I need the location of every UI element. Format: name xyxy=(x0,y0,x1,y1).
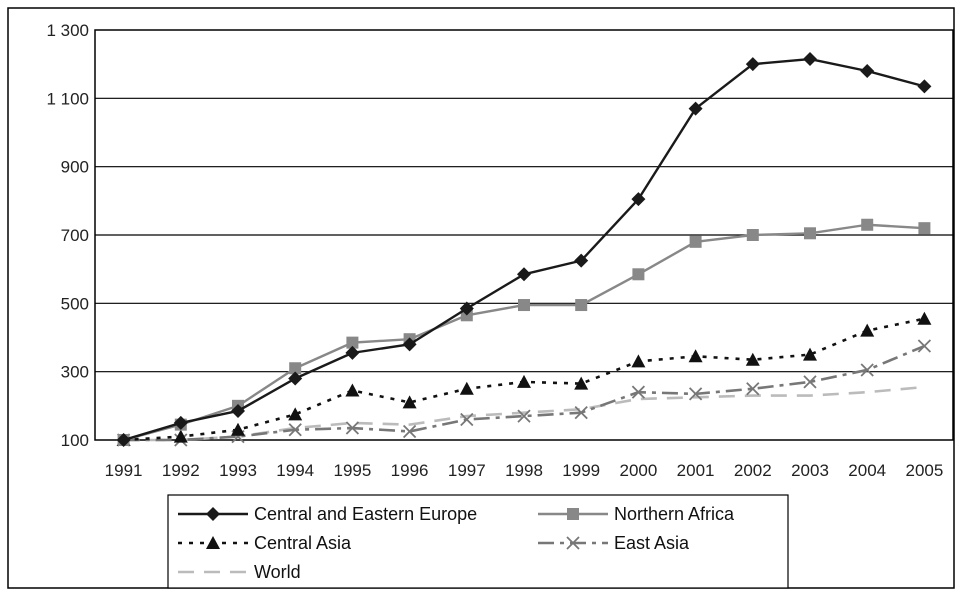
data-point xyxy=(803,375,817,389)
x-tick-label: 2002 xyxy=(734,461,772,480)
series-lines xyxy=(116,52,932,447)
data-point xyxy=(860,64,875,78)
y-tick-label: 700 xyxy=(61,226,89,245)
series-central-and-eastern-europe xyxy=(116,52,932,447)
data-point xyxy=(288,423,302,437)
x-axis-ticks: 1991 1992 1993 1994 1995 1996 1997 1998 1999 2000… xyxy=(105,461,944,480)
x-tick-label: 2005 xyxy=(905,461,943,480)
legend-label: Central Asia xyxy=(254,533,352,553)
data-point xyxy=(345,421,360,435)
legend-marker xyxy=(567,508,579,520)
legend-marker xyxy=(206,507,220,521)
legend-entry: Central Asia xyxy=(178,533,352,553)
legend-entry: East Asia xyxy=(538,533,690,553)
data-point xyxy=(745,352,760,366)
data-point xyxy=(574,376,589,390)
data-point xyxy=(517,267,531,282)
data-point xyxy=(402,395,417,409)
x-tick-label: 2001 xyxy=(677,461,715,480)
data-point xyxy=(746,229,759,241)
data-point xyxy=(116,433,131,447)
data-point xyxy=(288,407,303,421)
data-point xyxy=(803,347,817,361)
data-point xyxy=(574,253,589,268)
legend-entry: Northern Africa xyxy=(538,504,735,524)
data-point xyxy=(631,192,646,207)
data-point xyxy=(345,383,360,397)
data-point xyxy=(289,362,302,375)
data-point xyxy=(459,381,474,395)
data-point xyxy=(860,363,874,377)
data-point xyxy=(575,299,588,312)
legend-label: Central and Eastern Europe xyxy=(254,504,477,524)
data-point xyxy=(346,336,359,349)
x-tick-label: 1998 xyxy=(505,461,543,480)
x-tick-label: 1997 xyxy=(448,461,486,480)
data-point xyxy=(918,222,931,235)
data-point xyxy=(804,227,816,240)
data-point xyxy=(632,268,645,281)
x-tick-label: 1995 xyxy=(333,461,371,480)
data-point xyxy=(518,299,530,312)
y-axis-ticks: 100 300 500 700 900 1 100 1 300 xyxy=(46,21,89,450)
x-tick-label: 1996 xyxy=(391,461,429,480)
data-point xyxy=(173,429,188,443)
data-point xyxy=(460,412,474,427)
data-point xyxy=(688,101,703,116)
data-point xyxy=(231,422,245,436)
x-tick-label: 1999 xyxy=(562,461,600,480)
data-point xyxy=(517,374,531,388)
series-northern-africa xyxy=(117,218,931,446)
legend-label: Northern Africa xyxy=(614,504,735,524)
data-point xyxy=(803,52,817,67)
series-central-asia xyxy=(116,311,932,446)
data-point xyxy=(574,406,588,420)
y-tick-label: 1 300 xyxy=(46,21,89,40)
data-point xyxy=(173,415,188,430)
data-point xyxy=(689,235,702,248)
data-point xyxy=(688,349,703,363)
data-point xyxy=(345,345,360,360)
y-tick-label: 300 xyxy=(61,363,89,382)
data-point xyxy=(459,301,474,316)
y-tick-label: 500 xyxy=(61,294,89,313)
data-point xyxy=(402,424,417,439)
data-point xyxy=(745,57,760,72)
x-tick-label: 1993 xyxy=(219,461,257,480)
data-point xyxy=(917,339,932,353)
x-tick-label: 2003 xyxy=(791,461,829,480)
data-point xyxy=(517,409,531,423)
data-point xyxy=(631,385,646,399)
data-point xyxy=(917,79,932,94)
data-point xyxy=(860,323,875,337)
series-line xyxy=(123,344,925,442)
legend-label: East Asia xyxy=(614,533,690,553)
data-point xyxy=(746,382,760,396)
x-tick-label: 1992 xyxy=(162,461,200,480)
x-tick-label: 2004 xyxy=(848,461,886,480)
data-point xyxy=(917,311,932,325)
y-tick-label: 900 xyxy=(61,158,89,177)
chart-frame xyxy=(7,7,955,589)
legend-entry: Central and Eastern Europe xyxy=(178,504,477,524)
plot-area xyxy=(94,29,954,441)
legend-label: World xyxy=(254,562,301,582)
data-point xyxy=(288,371,303,386)
legend-marker xyxy=(566,536,580,550)
legend-box xyxy=(167,494,789,589)
legend: Central and Eastern Europe Northern Afric… xyxy=(167,494,789,589)
legend-entry: World xyxy=(178,562,301,582)
data-point xyxy=(631,354,646,368)
data-point xyxy=(231,403,245,418)
legend-marker xyxy=(206,536,220,549)
x-tick-label: 1994 xyxy=(276,461,314,480)
data-point xyxy=(688,387,703,401)
x-tick-label: 1991 xyxy=(105,461,143,480)
data-point xyxy=(402,337,417,352)
y-tick-label: 100 xyxy=(61,431,89,450)
y-tick-label: 1 100 xyxy=(46,89,89,108)
x-tick-label: 2000 xyxy=(619,461,657,480)
data-point xyxy=(861,218,874,231)
